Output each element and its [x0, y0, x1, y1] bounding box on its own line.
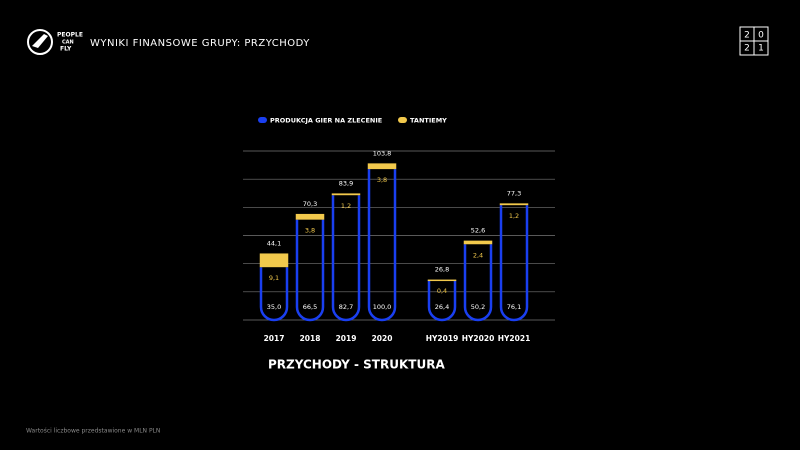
value-label: 82,7: [339, 303, 353, 311]
logo-text: FLY: [60, 46, 72, 53]
total-label: 26,8: [435, 266, 449, 274]
value-label: 66,5: [303, 303, 317, 311]
x-tick-label: 2020: [372, 334, 393, 343]
logo-text: CAN: [62, 40, 74, 46]
bar-segment: [331, 195, 361, 322]
bar-segment: [427, 280, 457, 322]
x-tick-label: 2018: [300, 334, 321, 343]
logo-ring: [27, 29, 53, 55]
value-label: 50,2: [471, 303, 485, 311]
x-tick-label: 2019: [336, 334, 357, 343]
badge-digit: 2: [744, 44, 750, 54]
total-label: 77,3: [507, 189, 521, 197]
total-label: 70,3: [303, 200, 317, 208]
x-tick-label: HY2019: [426, 334, 459, 343]
x-tick-label: 2017: [264, 334, 285, 343]
value-label: 1,2: [509, 212, 519, 220]
total-label: 83,9: [339, 179, 353, 187]
bar-segment: [499, 203, 529, 206]
logo-text: PEOPLE: [57, 32, 83, 39]
badge-digit: 2: [744, 31, 750, 41]
bar-segment: [367, 169, 397, 322]
chart-subtitle: PRZYCHODY - STRUKTURA: [268, 358, 445, 372]
legend-label: TANTIEMY: [410, 117, 447, 125]
x-tick-label: HY2021: [498, 334, 531, 343]
bar-segment: [331, 193, 361, 196]
value-label: 9,1: [269, 274, 279, 282]
value-label: 2,4: [473, 251, 483, 259]
value-label: 35,0: [267, 303, 281, 311]
badge-digit: 1: [758, 44, 764, 54]
total-label: 103,8: [373, 149, 392, 157]
total-label: 52,6: [471, 227, 485, 235]
plot: PRODUKCJA GIER NA ZLECENIE TANTIEMY 2017 35…: [243, 117, 555, 343]
bar-segment: [463, 240, 493, 245]
total-label: 44,1: [267, 239, 281, 247]
x-tick-label: HY2020: [462, 334, 495, 343]
header-title: WYNIKI FINANSOWE GRUPY: PRZYCHODY: [90, 38, 310, 49]
value-label: 3,8: [377, 176, 387, 184]
value-label: 76,1: [507, 303, 521, 311]
bar-segment: [295, 219, 325, 322]
value-label: 1,2: [341, 202, 351, 210]
bar-segment: [259, 267, 289, 322]
value-label: 3,8: [305, 227, 315, 235]
value-label: 26,4: [435, 303, 449, 311]
legend-swatch: [258, 117, 267, 123]
bar-segment: [259, 253, 289, 268]
value-label: 0,4: [437, 287, 447, 295]
value-label: 100,0: [373, 303, 392, 311]
bar-segment: [427, 279, 457, 282]
legend-label: PRODUKCJA GIER NA ZLECENIE: [270, 117, 382, 125]
logo-figure: [32, 34, 48, 48]
badge-digit: 0: [758, 31, 764, 41]
bar-segment: [463, 244, 493, 322]
bar-segment: [367, 163, 397, 170]
bar-segment: [499, 205, 529, 322]
bar-segment: [295, 213, 325, 220]
legend-swatch: [398, 117, 407, 123]
footnote: Wartości liczbowe przedstawione w MLN PL…: [26, 428, 160, 435]
